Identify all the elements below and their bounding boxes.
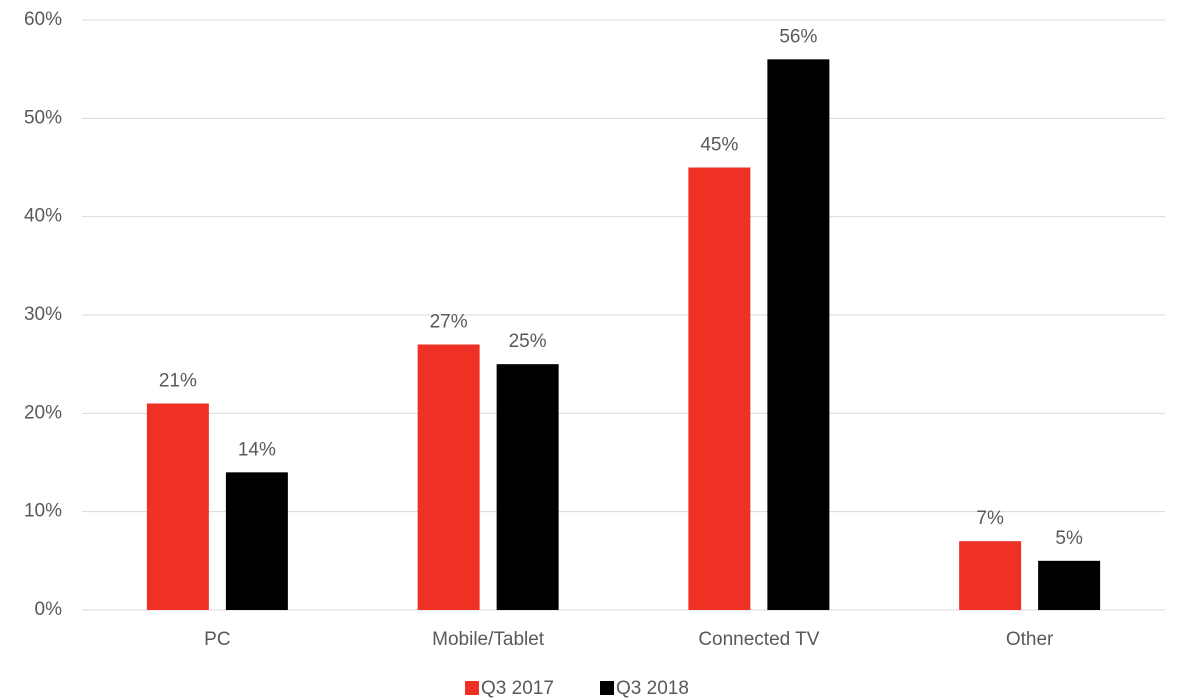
y-tick-label: 50% [24, 107, 62, 128]
x-tick-label: Other [1006, 629, 1054, 650]
y-tick-label: 20% [24, 402, 62, 423]
bar [225, 472, 288, 610]
y-tick-label: 40% [24, 206, 62, 227]
data-label: 25% [509, 331, 547, 352]
legend-swatch [465, 681, 479, 695]
data-label: 56% [779, 26, 817, 47]
x-tick-label: Mobile/Tablet [432, 629, 545, 650]
legend-label: Q3 2018 [616, 678, 689, 699]
x-tick-label: Connected TV [698, 629, 819, 650]
data-label: 45% [700, 135, 738, 156]
bar [1038, 560, 1101, 610]
y-tick-label: 0% [35, 599, 63, 620]
bar [959, 541, 1022, 610]
legend-swatch [600, 681, 614, 695]
data-label: 21% [159, 371, 197, 392]
bar [146, 403, 209, 610]
data-label: 27% [430, 312, 468, 333]
data-label: 7% [976, 508, 1004, 529]
data-label: 5% [1055, 528, 1083, 549]
bar [688, 167, 751, 610]
y-tick-label: 10% [24, 501, 62, 522]
data-label: 14% [238, 439, 276, 460]
bar [496, 364, 559, 610]
bar [767, 59, 830, 611]
legend-label: Q3 2017 [481, 678, 554, 699]
y-tick-label: 60% [24, 9, 62, 30]
x-tick-label: PC [204, 629, 230, 650]
y-tick-label: 30% [24, 304, 62, 325]
bar [417, 344, 480, 610]
